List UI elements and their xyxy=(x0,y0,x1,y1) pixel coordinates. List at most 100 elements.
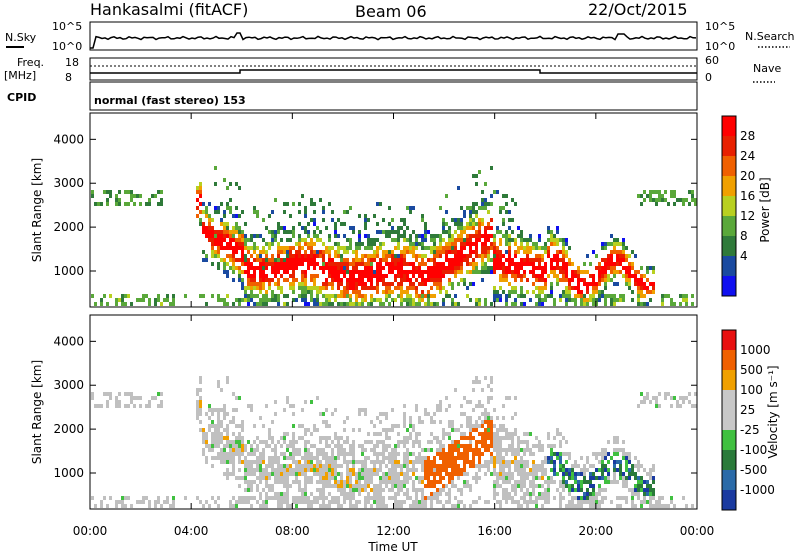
heatmap-cell xyxy=(436,452,439,456)
heatmap-cell xyxy=(100,404,103,408)
heatmap-cell xyxy=(523,500,526,504)
heatmap-cell xyxy=(334,226,337,230)
heatmap-cell xyxy=(313,298,316,302)
heatmap-cell xyxy=(466,448,469,452)
heatmap-cell xyxy=(484,234,487,238)
heatmap-cell xyxy=(259,496,262,500)
heatmap-cell xyxy=(613,266,616,270)
heatmap-cell xyxy=(514,500,517,504)
heatmap-cell xyxy=(649,266,652,270)
heatmap-cell xyxy=(250,294,253,298)
heatmap-cell xyxy=(340,484,343,488)
heatmap-cell xyxy=(652,270,655,274)
heatmap-cell xyxy=(640,266,643,270)
heatmap-cell xyxy=(613,298,616,302)
heatmap-cell xyxy=(220,258,223,262)
heatmap-cell xyxy=(286,250,289,254)
heatmap-cell xyxy=(487,246,490,250)
heatmap-cell xyxy=(406,270,409,274)
heatmap-cell xyxy=(298,452,301,456)
heatmap-cell xyxy=(283,472,286,476)
heatmap-cell xyxy=(448,250,451,254)
heatmap-cell xyxy=(292,230,295,234)
heatmap-cell xyxy=(598,476,601,480)
heatmap-cell xyxy=(490,242,493,246)
heatmap-cell xyxy=(244,222,247,226)
heatmap-cell xyxy=(295,254,298,258)
heatmap-cell xyxy=(430,496,433,500)
heatmap-cell xyxy=(361,472,364,476)
heatmap-cell xyxy=(562,254,565,258)
heatmap-cell xyxy=(388,496,391,500)
heatmap-cell xyxy=(628,460,631,464)
heatmap-cell xyxy=(202,452,205,456)
heatmap-cell xyxy=(337,464,340,468)
heatmap-cell xyxy=(433,282,436,286)
heatmap-cell xyxy=(382,444,385,448)
heatmap-cell xyxy=(154,298,157,302)
heatmap-cell xyxy=(283,258,286,262)
heatmap-cell xyxy=(391,496,394,500)
heatmap-cell xyxy=(364,504,367,508)
heatmap-cell xyxy=(565,468,568,472)
heatmap-cell xyxy=(601,266,604,270)
heatmap-cell xyxy=(547,496,550,500)
heatmap-cell xyxy=(424,468,427,472)
heatmap-cell xyxy=(400,500,403,504)
heatmap-cell xyxy=(547,500,550,504)
heatmap-cell xyxy=(487,250,490,254)
heatmap-cell xyxy=(355,488,358,492)
heatmap-cell xyxy=(352,464,355,468)
heatmap-cell xyxy=(643,302,646,306)
heatmap-cell xyxy=(451,238,454,242)
heatmap-cell xyxy=(553,242,556,246)
nave-tick-top: 60 xyxy=(705,54,719,67)
heatmap-cell xyxy=(295,480,298,484)
heatmap-cell xyxy=(226,380,229,384)
heatmap-cell xyxy=(94,504,97,508)
heatmap-cell xyxy=(397,258,400,262)
heatmap-cell xyxy=(424,464,427,468)
heatmap-cell xyxy=(382,242,385,246)
heatmap-cell xyxy=(400,262,403,266)
heatmap-cell xyxy=(535,302,538,306)
heatmap-cell xyxy=(427,484,430,488)
heatmap-cell xyxy=(439,452,442,456)
heatmap-cell xyxy=(379,500,382,504)
heatmap-cell xyxy=(211,294,214,298)
heatmap-cell xyxy=(529,238,532,242)
heatmap-cell xyxy=(457,234,460,238)
heatmap-cell xyxy=(604,258,607,262)
heatmap-cell xyxy=(475,420,478,424)
heatmap-cell xyxy=(388,234,391,238)
heatmap-cell xyxy=(472,436,475,440)
heatmap-cell xyxy=(283,468,286,472)
heatmap-cell xyxy=(298,286,301,290)
heatmap-cell xyxy=(154,302,157,306)
heatmap-cell xyxy=(691,194,694,198)
heatmap-cell xyxy=(652,290,655,294)
heatmap-cell xyxy=(694,202,697,206)
heatmap-cell xyxy=(646,396,649,400)
heatmap-cell xyxy=(478,496,481,500)
heatmap-cell xyxy=(505,492,508,496)
heatmap-cell xyxy=(559,266,562,270)
heatmap-cell xyxy=(340,290,343,294)
heatmap-cell xyxy=(313,250,316,254)
heatmap-cell xyxy=(136,500,139,504)
heatmap-cell xyxy=(409,424,412,428)
heatmap-cell xyxy=(322,468,325,472)
heatmap-cell xyxy=(277,294,280,298)
heatmap-cell xyxy=(445,210,448,214)
heatmap-cell xyxy=(274,234,277,238)
heatmap-cell xyxy=(298,472,301,476)
heatmap-cell xyxy=(409,420,412,424)
heatmap-cell xyxy=(298,468,301,472)
heatmap-cell xyxy=(511,496,514,500)
heatmap-cell xyxy=(313,278,316,282)
heatmap-cell xyxy=(373,460,376,464)
heatmap-cell xyxy=(247,496,250,500)
heatmap-cell xyxy=(256,464,259,468)
heatmap-cell xyxy=(490,452,493,456)
heatmap-cell xyxy=(250,496,253,500)
